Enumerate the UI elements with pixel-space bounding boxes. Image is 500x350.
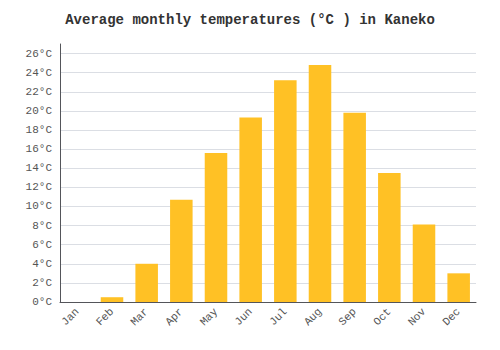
svg-text:6°C: 6°C bbox=[32, 239, 52, 251]
svg-text:2°C: 2°C bbox=[32, 277, 52, 289]
svg-text:22°C: 22°C bbox=[26, 86, 53, 98]
svg-text:10°C: 10°C bbox=[26, 200, 53, 212]
svg-text:Jul: Jul bbox=[267, 306, 289, 328]
svg-text:May: May bbox=[198, 305, 221, 328]
svg-text:4°C: 4°C bbox=[32, 258, 52, 270]
svg-text:Sep: Sep bbox=[336, 306, 358, 328]
svg-text:0°C: 0°C bbox=[32, 296, 52, 308]
svg-text:Average monthly temperatures (: Average monthly temperatures (°C ) in Ka… bbox=[65, 12, 435, 28]
svg-text:Mar: Mar bbox=[128, 306, 150, 328]
svg-text:Feb: Feb bbox=[94, 306, 116, 328]
svg-text:Apr: Apr bbox=[163, 306, 185, 328]
svg-text:14°C: 14°C bbox=[26, 162, 53, 174]
svg-text:Dec: Dec bbox=[440, 306, 462, 328]
svg-text:Jun: Jun bbox=[232, 306, 254, 328]
svg-text:16°C: 16°C bbox=[26, 143, 53, 155]
svg-text:18°C: 18°C bbox=[26, 124, 53, 136]
svg-text:Aug: Aug bbox=[302, 306, 324, 328]
svg-text:24°C: 24°C bbox=[26, 67, 53, 79]
svg-text:26°C: 26°C bbox=[26, 48, 53, 60]
svg-text:12°C: 12°C bbox=[26, 181, 53, 193]
svg-text:Jan: Jan bbox=[59, 306, 81, 328]
svg-text:Nov: Nov bbox=[406, 305, 429, 328]
svg-text:20°C: 20°C bbox=[26, 105, 53, 117]
svg-text:8°C: 8°C bbox=[32, 220, 52, 232]
svg-text:Oct: Oct bbox=[371, 306, 393, 328]
